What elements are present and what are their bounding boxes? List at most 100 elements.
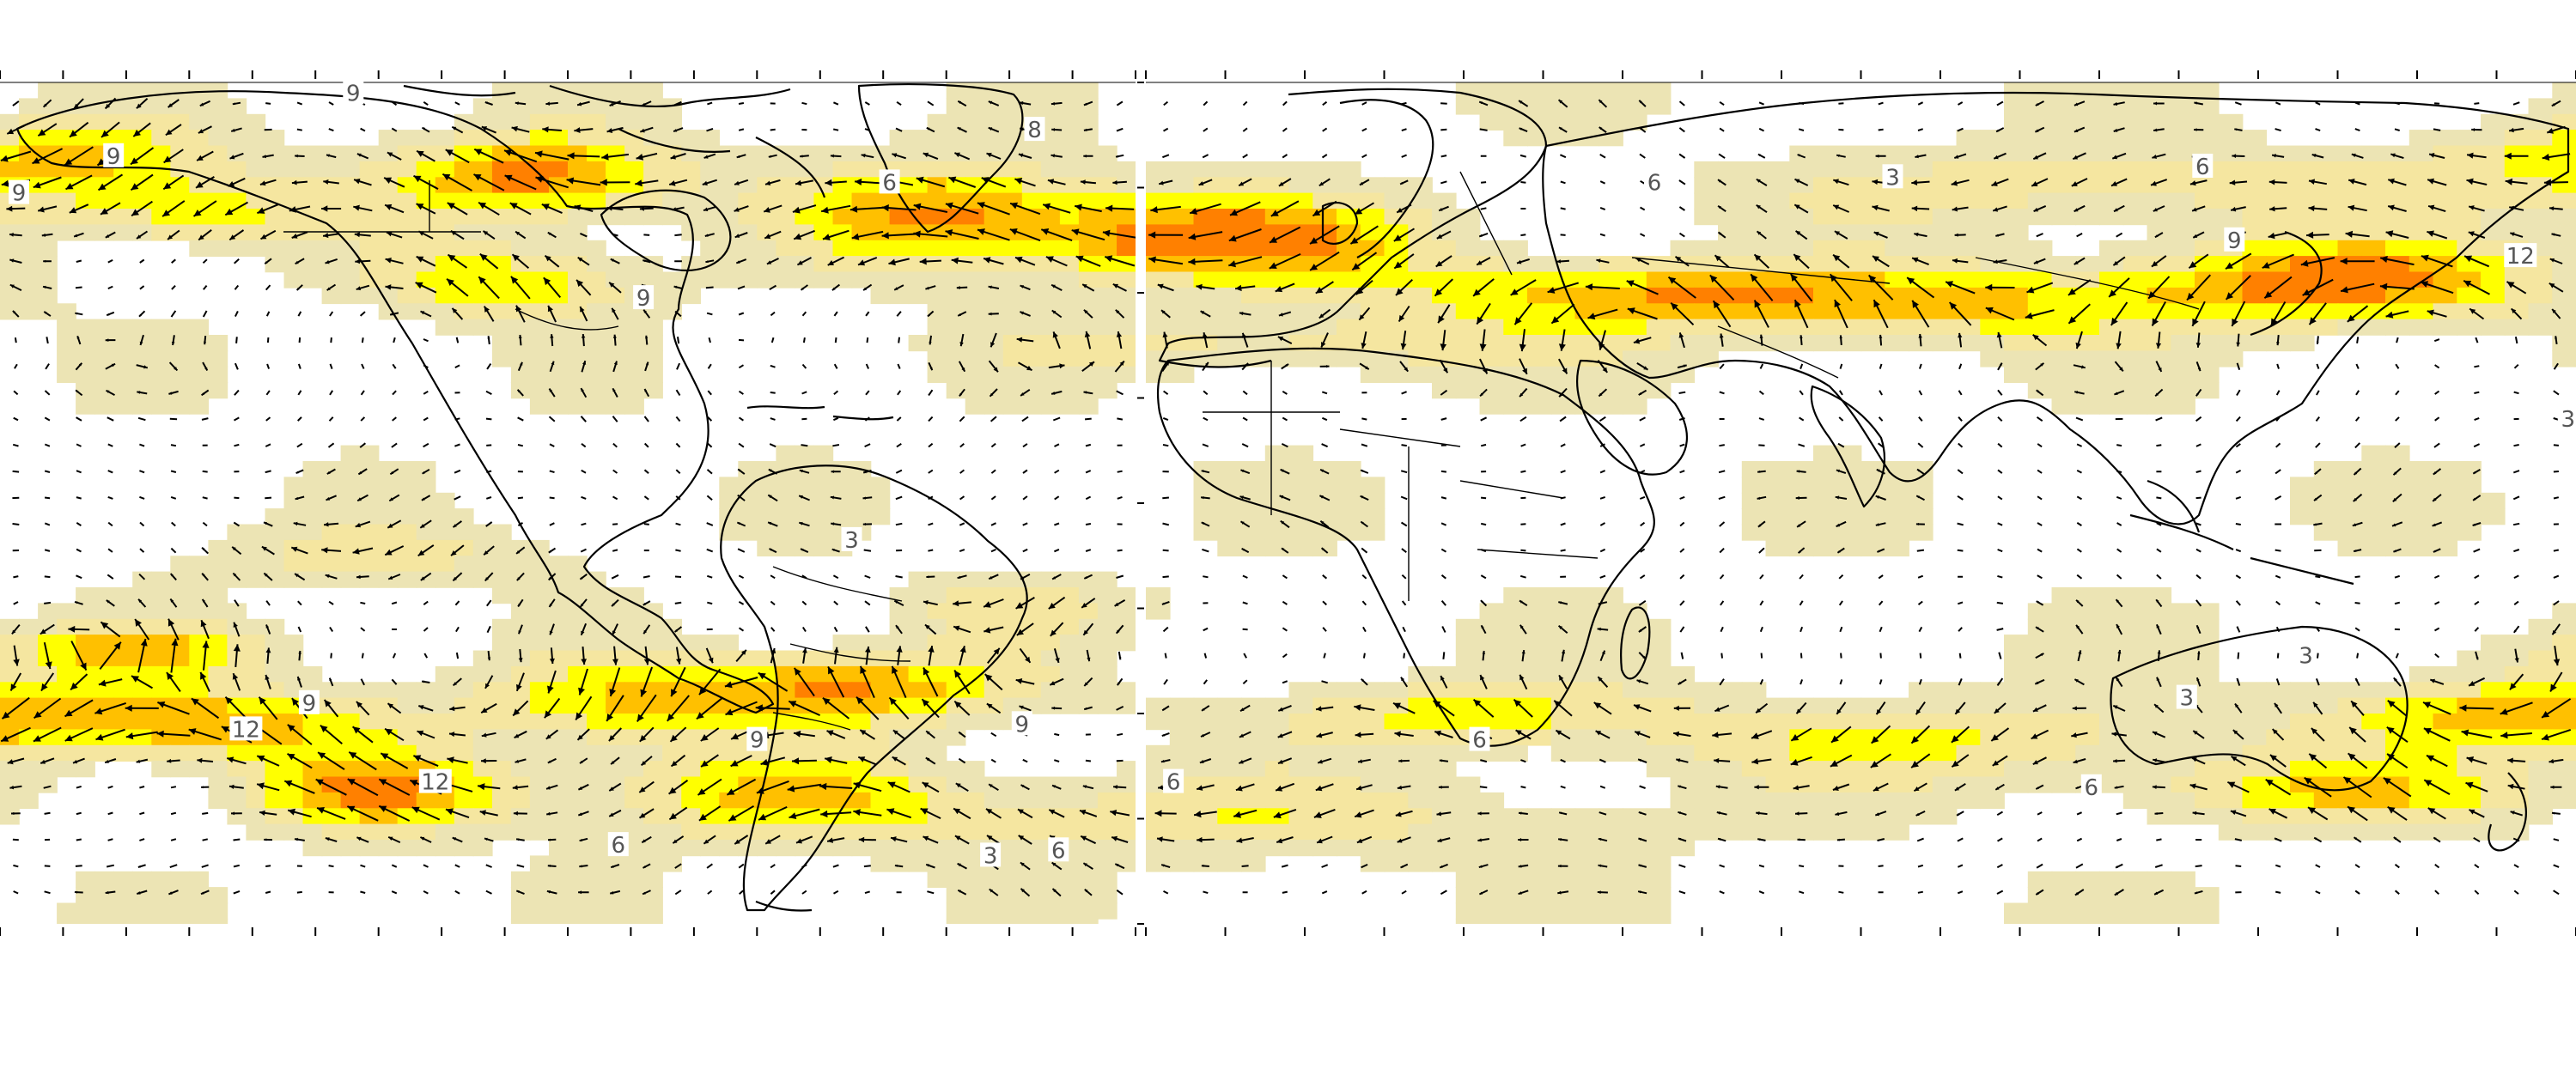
speed-cell [1059, 271, 1080, 288]
wind-arrow-head [74, 890, 78, 894]
wind-arrow-head [796, 838, 802, 844]
speed-cell [1432, 665, 1457, 683]
speed-cell [94, 665, 114, 683]
speed-cell [1217, 271, 1242, 288]
speed-cell [132, 682, 152, 699]
speed-cell [757, 823, 777, 841]
speed-cell [2409, 682, 2434, 699]
speed-cell [700, 776, 720, 793]
speed-cell [757, 177, 777, 194]
speed-cell [2004, 145, 2029, 162]
speed-cell [2457, 508, 2482, 525]
speed-cell [2122, 130, 2148, 147]
speed-cell [1408, 209, 1433, 226]
wind-arrow-head [448, 254, 456, 262]
speed-cell [738, 714, 758, 731]
wind-arrow-head [518, 630, 521, 635]
wind-arrow-head [542, 126, 549, 133]
wind-arrow [107, 285, 113, 290]
speed-cell [606, 303, 625, 320]
speed-cell [2409, 192, 2434, 210]
speed-cell [2528, 618, 2554, 635]
speed-cell [2027, 240, 2053, 257]
wind-arrow [76, 443, 82, 447]
speed-cell [984, 303, 1004, 320]
speed-cell [1527, 665, 1552, 683]
wind-arrow-head [1115, 309, 1120, 314]
speed-cell [0, 665, 20, 683]
speed-cell [1765, 539, 1791, 557]
speed-cell [2313, 224, 2339, 241]
speed-cell [94, 650, 114, 667]
speed-cell [2218, 256, 2244, 273]
wind-arrow-head [853, 781, 862, 789]
speed-cell [38, 82, 58, 100]
wind-arrow-head [610, 890, 614, 895]
speed-cell [397, 461, 417, 478]
speed-cell [1670, 240, 1696, 257]
speed-cell [2004, 335, 2029, 352]
speed-cell [2361, 524, 2386, 541]
speed-cell [1337, 319, 1361, 336]
speed-cell [2361, 492, 2386, 509]
speed-cell [2075, 287, 2100, 305]
wind-arrow-head [699, 687, 707, 695]
speed-cell [984, 871, 1004, 888]
wind-arrow [234, 416, 240, 422]
speed-cell [1040, 776, 1061, 793]
wind-arrow [486, 470, 492, 473]
speed-cell [132, 887, 152, 904]
speed-cell [19, 635, 39, 652]
speed-cell [0, 650, 20, 667]
speed-cell [2218, 161, 2244, 179]
wind-arrow-head [545, 255, 551, 262]
speed-cell [700, 714, 720, 731]
speed-cell [776, 823, 796, 841]
speed-cell [397, 209, 417, 226]
speed-cell [113, 650, 133, 667]
wind-arrow [674, 234, 682, 237]
speed-cell [397, 303, 417, 320]
speed-cell [1599, 256, 1623, 273]
speed-cell [2481, 240, 2506, 257]
speed-cell [946, 871, 966, 888]
speed-cell [208, 209, 228, 226]
speed-cell [776, 256, 796, 273]
speed-cell [19, 271, 39, 288]
wind-arrow [170, 310, 177, 318]
wind-arrow [360, 864, 366, 868]
speed-cell [2409, 209, 2434, 226]
speed-cell [1718, 177, 1743, 194]
speed-cell [1813, 539, 1838, 557]
speed-cell [302, 823, 323, 841]
speed-cell [2361, 271, 2386, 288]
wind-arrow-head [329, 677, 332, 682]
wind-arrow-head [80, 662, 87, 671]
speed-cell [965, 871, 985, 888]
speed-cell [1002, 823, 1023, 841]
wind-arrow-head [925, 757, 930, 762]
speed-cell [132, 744, 152, 762]
speed-cell [359, 524, 380, 541]
speed-cell [1836, 271, 1862, 288]
speed-cell [1479, 650, 1505, 667]
speed-cell [1117, 792, 1136, 810]
speed-cell [340, 209, 361, 226]
speed-cell [927, 287, 947, 305]
wind-arrow-head [417, 730, 424, 737]
speed-cell [2027, 256, 2053, 273]
speed-cell [1040, 350, 1061, 367]
speed-cell [1527, 635, 1552, 652]
speed-cell [2528, 319, 2554, 336]
speed-cell [2481, 303, 2506, 320]
speed-cell [2051, 635, 2077, 652]
speed-cell [700, 130, 720, 147]
speed-cell [1694, 161, 1719, 179]
speed-cell [946, 209, 966, 226]
wind-arrow-head [113, 641, 121, 650]
speed-cell [1040, 366, 1061, 383]
speed-cell [1432, 256, 1457, 273]
speed-cell [587, 650, 606, 667]
wind-arrow-head [418, 231, 424, 236]
speed-cell [1169, 366, 1195, 383]
